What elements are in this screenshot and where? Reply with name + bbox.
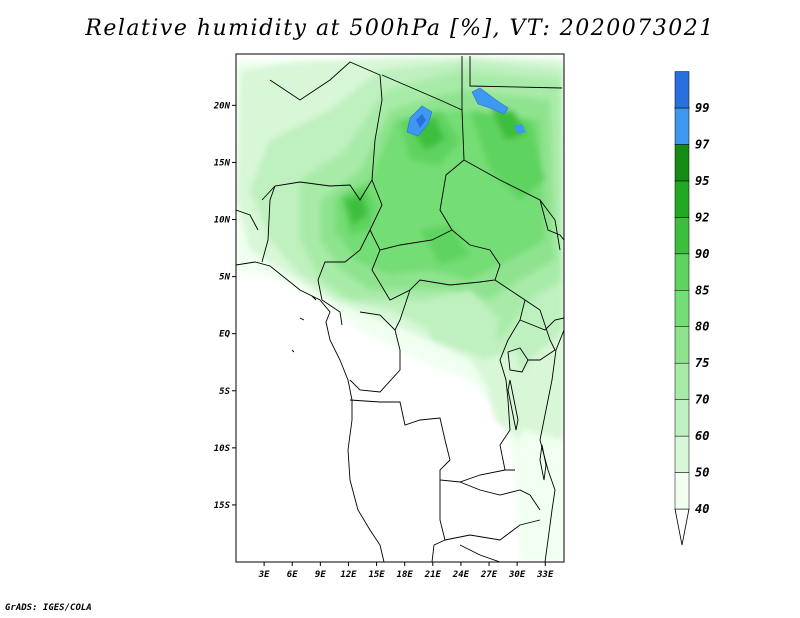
colorbar-cell <box>674 107 690 145</box>
border-ethiopia <box>519 199 564 331</box>
lat-tick-label: 5S <box>219 387 230 397</box>
lat-tick-label: 10N <box>214 216 231 226</box>
colorbar-label: 85 <box>695 283 709 297</box>
lon-tick-label: 18E <box>397 570 414 580</box>
lon-tick-label: 9E <box>315 570 326 580</box>
lon-tick-label: 15E <box>368 570 385 580</box>
lake-malawi <box>539 444 547 481</box>
colorbar: 40 50 60 70 75 80 85 90 92 95 97 99 <box>674 71 710 546</box>
rh-contour-95-east <box>471 87 509 115</box>
border-north-1 <box>261 61 383 201</box>
lon-tick-label: 30E <box>508 570 526 580</box>
rh-contour-90 <box>345 105 525 225</box>
border-car <box>317 229 501 301</box>
colorbar-cell <box>674 472 690 510</box>
lat-tick-label: EQ <box>219 330 230 340</box>
colorbar-cell <box>674 326 690 364</box>
border-gulf-islands <box>291 295 317 353</box>
colorbar-cell <box>674 217 690 255</box>
border-drc-east <box>494 279 526 471</box>
lat-tick-label: 15N <box>214 158 231 168</box>
lon-tick-label: 12E <box>340 570 357 580</box>
colorbar-cell <box>674 253 690 291</box>
colorbar-label: 95 <box>695 174 709 188</box>
border-south <box>444 519 541 562</box>
lake-tanganyika <box>507 379 519 431</box>
colorbar-label: 60 <box>695 429 709 443</box>
colorbar-label: 97 <box>695 137 710 151</box>
colorbar-cell <box>674 290 690 327</box>
coastline-east-africa <box>539 329 564 562</box>
border-nigeria <box>236 185 276 263</box>
lon-tick-label: 33E <box>536 570 554 580</box>
lon-tick-label: 21E <box>424 570 442 580</box>
rh-contour-97 <box>416 114 426 128</box>
lake-victoria <box>507 347 529 373</box>
colorbar-cell <box>674 144 690 182</box>
grads-credit: GrADS: IGES/COLA <box>5 603 92 613</box>
lat-tick-label: 15S <box>214 501 231 511</box>
map-frame <box>235 53 565 563</box>
colorbar-label: 75 <box>695 356 709 370</box>
lon-tick-label: 27E <box>480 570 498 580</box>
humidity-field <box>236 56 564 560</box>
colorbar-bottom-arrow <box>674 508 690 546</box>
lon-tick-label: 24E <box>452 570 470 580</box>
colorbar-cell <box>674 71 690 109</box>
rh-contour-85 <box>340 110 545 265</box>
colorbar-cell <box>674 435 690 473</box>
colorbar-label: 50 <box>695 466 709 480</box>
border-zambia <box>459 481 541 511</box>
lat-tick-label: 20N <box>213 101 231 111</box>
coastline-west-africa <box>236 261 385 562</box>
border-kenya <box>524 299 556 361</box>
colorbar-cell <box>674 180 690 218</box>
colorbar-label: 90 <box>695 247 709 261</box>
rh-contour-60-south <box>425 290 500 360</box>
border-angola <box>349 399 506 562</box>
colorbar-cell <box>674 362 690 400</box>
colorbar-label: 99 <box>695 101 709 115</box>
colorbar-label: 70 <box>695 393 709 407</box>
colorbar-label: 40 <box>695 502 709 516</box>
border-congo <box>321 289 411 393</box>
lat-tick-label: 5N <box>219 273 230 283</box>
country-boundaries <box>236 56 564 562</box>
colorbar-label: 92 <box>695 210 709 224</box>
lon-tick-label: 6E <box>287 570 298 580</box>
colorbar-cell <box>674 399 690 437</box>
axis-ticks: 20N 15N 10N 5N EQ 5S 10S 15S 3E 6E 9E 12E 15E 18E 21E 2… <box>213 101 554 580</box>
map-title: Relative humidity at 500hPa [%], VT: 202… <box>85 16 715 41</box>
rh-contour-95-east-2 <box>514 124 526 134</box>
lat-tick-label: 10S <box>214 444 231 454</box>
colorbar-label: 80 <box>695 320 709 334</box>
lon-tick-label: 3E <box>258 570 270 580</box>
